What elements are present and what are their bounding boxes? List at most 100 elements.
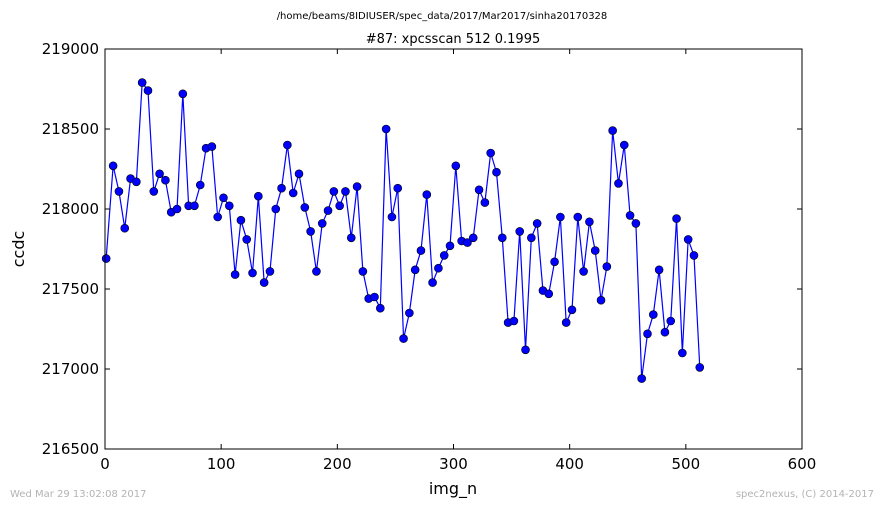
- x-tick-label: 500: [672, 455, 701, 473]
- data-point: [619, 140, 629, 150]
- data-point: [120, 223, 130, 233]
- x-axis-label: img_n: [429, 479, 477, 499]
- data-point: [225, 201, 234, 211]
- data-point: [608, 126, 617, 135]
- data-point: [248, 268, 257, 278]
- data-point: [515, 227, 525, 236]
- data-point: [509, 316, 519, 326]
- axes: 0 100 200 300 400 500 600 216500 217000 217500 218…: [42, 40, 817, 473]
- data-point: [213, 212, 222, 222]
- data-point: [445, 241, 455, 251]
- y-axis-label: ccdc: [9, 231, 28, 268]
- data-point: [149, 187, 159, 196]
- data-point: [637, 374, 646, 383]
- data-point: [399, 334, 408, 343]
- data-point: [649, 310, 658, 319]
- data-point: [219, 193, 228, 203]
- data-point: [108, 161, 118, 171]
- data-point: [643, 329, 652, 339]
- data-point: [306, 227, 315, 236]
- data-point: [521, 345, 530, 355]
- data-point: [288, 188, 298, 198]
- data-point: [614, 179, 623, 188]
- data-point: [370, 292, 379, 302]
- data-point: [405, 308, 414, 318]
- y-tick-label: 218500: [42, 120, 99, 138]
- data-point: [358, 267, 368, 276]
- data-point: [381, 124, 391, 134]
- data-point: [660, 327, 670, 337]
- data-point: [161, 175, 170, 185]
- data-point: [434, 263, 443, 273]
- data-point: [387, 212, 397, 222]
- x-tick-label: 600: [788, 455, 817, 473]
- data-point: [486, 148, 495, 158]
- data-point: [596, 295, 606, 305]
- y-tick-label: 217000: [42, 360, 99, 378]
- data-point: [190, 201, 199, 211]
- data-point: [678, 348, 687, 358]
- x-tick-label: 100: [207, 455, 236, 473]
- data-point: [410, 265, 420, 275]
- data-point: [271, 204, 281, 214]
- data-point: [672, 214, 681, 223]
- data-point: [468, 233, 478, 243]
- data-point: [666, 316, 676, 326]
- data-point: [254, 191, 263, 201]
- data-point: [497, 233, 507, 243]
- data-point: [625, 211, 635, 220]
- data-point: [451, 161, 461, 171]
- data-point: [312, 267, 321, 276]
- suptitle: /home/beams/8IDIUSER/spec_data/2017/Mar2…: [277, 11, 608, 22]
- data-point: [527, 233, 536, 243]
- data-point: [567, 305, 577, 315]
- data-point: [480, 198, 490, 207]
- data-point: [439, 251, 449, 260]
- data-point: [335, 201, 344, 211]
- y-tick-label: 218000: [42, 200, 99, 218]
- data-point: [590, 246, 600, 255]
- data-point: [579, 267, 588, 276]
- data-point: [463, 238, 472, 247]
- data-point: [277, 183, 286, 193]
- data-point: [300, 203, 310, 212]
- data-point: [474, 185, 484, 195]
- data-point: [178, 89, 188, 99]
- y-tick-label: 219000: [42, 40, 99, 58]
- data-point: [376, 303, 385, 313]
- data-point: [346, 233, 356, 243]
- data-point: [352, 182, 362, 191]
- data-point: [602, 262, 612, 271]
- data-point: [428, 278, 437, 287]
- data-point: [556, 212, 565, 222]
- data-point: [101, 254, 111, 263]
- data-point: [143, 86, 153, 95]
- data-point: [259, 278, 269, 287]
- footer-credit: spec2nexus, (C) 2014-2017: [735, 489, 874, 500]
- data-point: [283, 140, 292, 150]
- footer-timestamp: Wed Mar 29 13:02:08 2017: [10, 489, 147, 500]
- plot-area: [101, 78, 705, 383]
- data-point: [294, 169, 304, 179]
- data-point: [207, 142, 217, 151]
- axes-frame: [104, 48, 803, 450]
- x-tick-label: 400: [555, 455, 584, 473]
- data-point: [654, 265, 664, 275]
- data-point: [236, 215, 246, 225]
- data-point: [689, 251, 699, 260]
- data-point: [573, 212, 583, 222]
- x-tick-label: 0: [100, 455, 110, 473]
- x-tick-label: 300: [439, 455, 468, 473]
- y-tick-label: 217500: [42, 280, 99, 298]
- data-point: [550, 257, 559, 267]
- data-point: [114, 187, 124, 196]
- data-point: [329, 187, 339, 196]
- data-point: [341, 187, 350, 196]
- data-point: [230, 270, 240, 279]
- data-point: [242, 235, 252, 244]
- data-point: [695, 363, 705, 372]
- data-point: [393, 183, 403, 193]
- data-point: [323, 206, 333, 215]
